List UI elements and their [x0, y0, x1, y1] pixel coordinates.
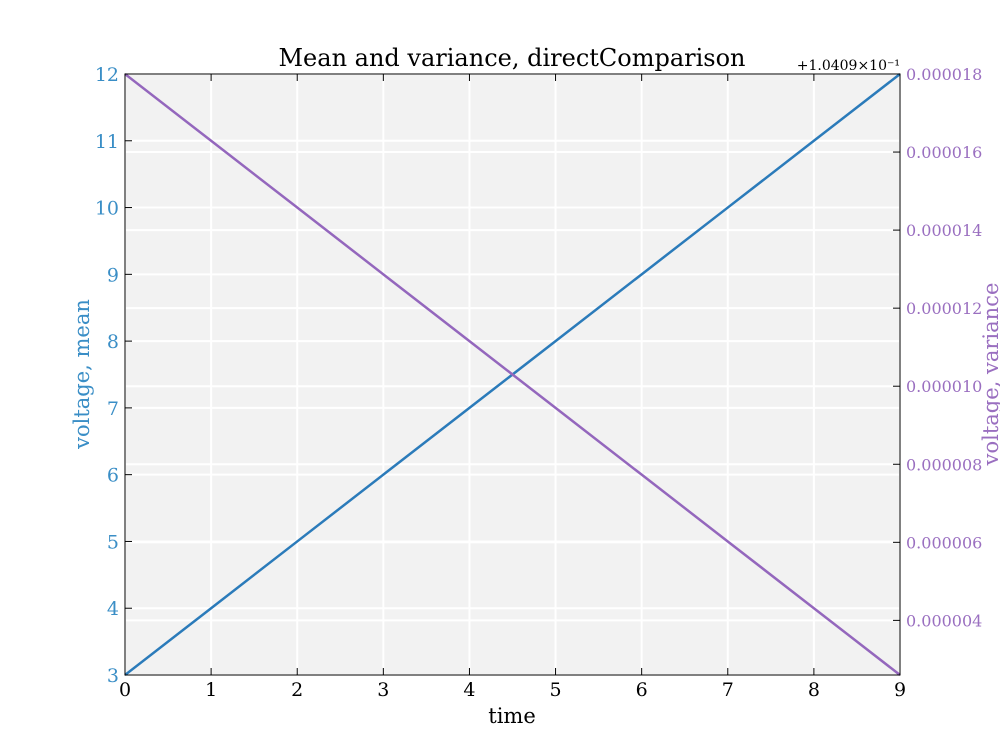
x-tick-label-2: 2 — [291, 679, 303, 701]
x-tick-label-9: 9 — [894, 679, 906, 701]
y-left-tick-label-8: 11 — [95, 131, 119, 153]
y-right-tick-label-2: 0.000008 — [906, 455, 982, 474]
y-left-tick-label-0: 3 — [107, 665, 119, 687]
x-axis-label: time — [488, 704, 536, 728]
y-left-tick-label-1: 4 — [107, 598, 119, 620]
x-tick-label-0: 0 — [119, 679, 131, 701]
y-right-tick-label-7: 0.000018 — [906, 65, 982, 84]
y-right-tick-label-1: 0.000006 — [906, 533, 982, 552]
y-left-tick-label-5: 8 — [107, 331, 119, 353]
y-left-tick-label-9: 12 — [95, 64, 119, 86]
y-left-tick-label-3: 6 — [107, 465, 119, 487]
y-right-tick-label-0: 0.000004 — [906, 611, 982, 630]
series-layer — [124, 73, 901, 676]
x-tick-label-3: 3 — [377, 679, 389, 701]
y-left-tick-label-7: 10 — [95, 198, 119, 220]
y-axis-left-label: voltage, mean — [70, 299, 94, 450]
x-tick-label-8: 8 — [808, 679, 820, 701]
y-left-tick-label-6: 9 — [107, 264, 119, 286]
y-axis-right: 0.000004 0.000006 0.000008 0.000010 0.000012… — [893, 65, 982, 630]
y-right-tick-label-3: 0.000010 — [906, 377, 982, 396]
plot-frame — [124, 73, 901, 676]
y-right-tick-label-6: 0.000016 — [906, 143, 982, 162]
x-tick-label-4: 4 — [463, 679, 475, 701]
x-tick-label-7: 7 — [722, 679, 734, 701]
x-tick-label-1: 1 — [205, 679, 217, 701]
y-right-tick-label-5: 0.000014 — [906, 221, 982, 240]
offset-label: +1.0409×10⁻¹ — [797, 58, 900, 74]
chart-title: Mean and variance, directComparison — [278, 44, 745, 72]
y-axis-right-label: voltage, variance — [979, 283, 1000, 467]
x-tick-label-5: 5 — [550, 679, 562, 701]
y-axis-left: 3 4 5 6 7 8 9 10 11 12 — [95, 64, 132, 687]
x-axis: 0 1 2 3 4 5 6 7 8 9 — [119, 74, 906, 701]
x-tick-label-6: 6 — [636, 679, 648, 701]
y-left-tick-label-4: 7 — [107, 398, 119, 420]
series-line-right — [124, 73, 901, 676]
y-left-tick-label-2: 5 — [107, 531, 119, 553]
y-right-tick-label-4: 0.000012 — [906, 299, 982, 318]
